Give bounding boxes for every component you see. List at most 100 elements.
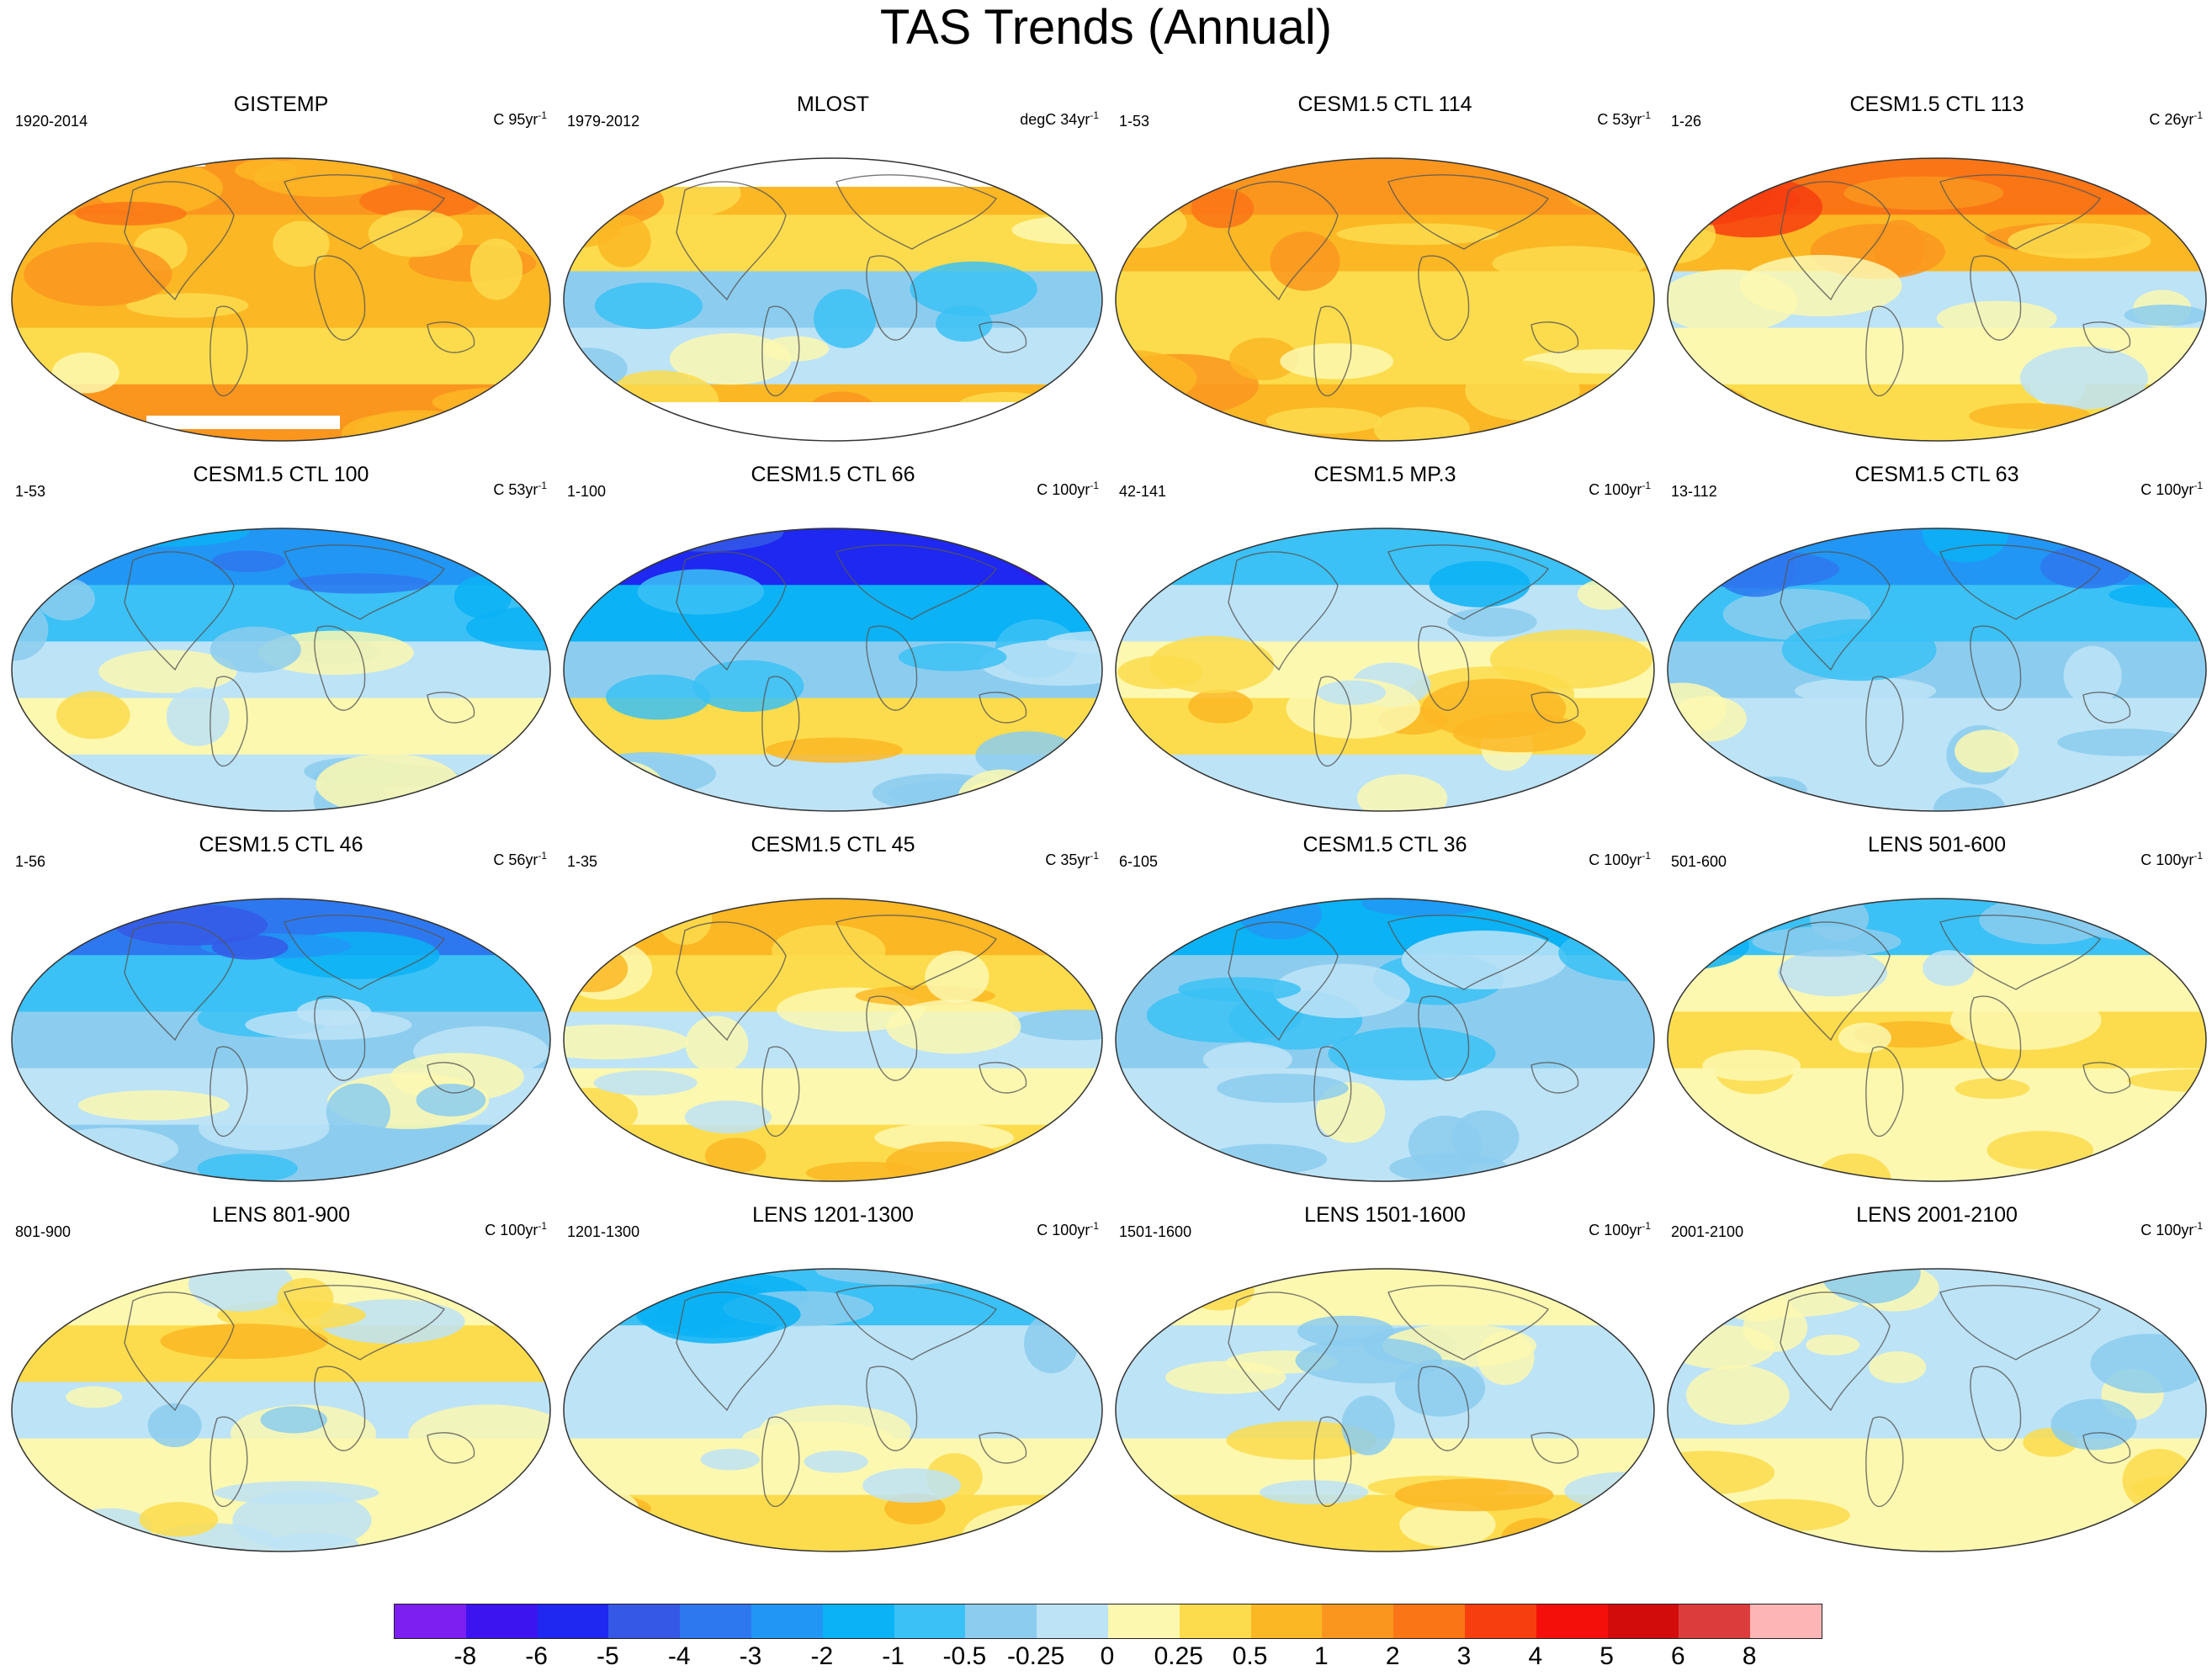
map-outline <box>1115 1268 1655 1552</box>
panel-units: C 53yr-1 <box>493 480 547 499</box>
coastline <box>979 321 1027 353</box>
trend-anomaly <box>1165 1360 1286 1394</box>
trend-anomaly <box>139 1502 219 1537</box>
coastline <box>676 921 787 1042</box>
coastline <box>1228 1291 1339 1412</box>
trend-anomaly <box>1229 337 1298 380</box>
trend-anomaly <box>1149 635 1275 693</box>
trend-anomaly <box>1259 1480 1369 1504</box>
trend-anomaly <box>126 293 249 318</box>
coastline <box>284 915 446 990</box>
panel-units-exponent: -1 <box>1642 850 1651 862</box>
coastline <box>1530 692 1579 724</box>
map-plot <box>1667 157 2207 442</box>
panel-units-text: C 53yr <box>493 481 538 498</box>
map-outline <box>1667 1268 2207 1552</box>
trend-anomaly <box>1781 618 1937 682</box>
map-outline <box>1667 157 2207 442</box>
map-plot <box>1115 528 1655 812</box>
colorbar-tick-label: -4 <box>667 1642 691 1670</box>
coastline <box>1530 1432 1579 1464</box>
coastline <box>314 1366 366 1451</box>
panel-period: 1-53 <box>1119 113 1150 130</box>
trend-anomaly <box>862 1467 961 1504</box>
panel-units-exponent: -1 <box>1642 480 1651 491</box>
trend-anomaly <box>1361 899 1485 917</box>
map-outline <box>563 1268 1103 1552</box>
trend-anomaly <box>1226 1420 1378 1461</box>
trend-anomaly <box>210 626 301 673</box>
trend-anomaly <box>581 751 717 796</box>
coastline <box>1939 915 2102 990</box>
colorbar-tick-label: 2 <box>1385 1642 1400 1670</box>
trend-anomaly <box>245 1010 412 1040</box>
colorbar-tick-label: 1 <box>1314 1642 1329 1670</box>
coastline <box>124 1291 235 1412</box>
panel-units: C 100yr-1 <box>2140 480 2203 499</box>
colorbar-tick-label: 3 <box>1456 1642 1472 1670</box>
trend-anomaly <box>1668 180 1801 219</box>
panel-title: CESM1.5 CTL 45 <box>751 833 915 857</box>
trend-anomaly <box>1280 343 1394 379</box>
trend-anomaly <box>761 336 830 362</box>
trend-anomaly <box>1838 1022 1891 1053</box>
trend-anomaly <box>1217 1074 1349 1103</box>
coastline <box>1418 995 1470 1081</box>
colorbar-box <box>1322 1604 1394 1638</box>
trend-anomaly <box>1146 988 1303 1043</box>
panel-units-text: C 100yr <box>485 1222 538 1238</box>
trend-anomaly <box>235 159 297 182</box>
colorbar <box>394 1604 1822 1639</box>
trend-anomaly <box>1556 403 1654 441</box>
map-panel: CESM1.5 CTL 45 1-35 C 35yr-1 <box>559 830 1107 1200</box>
coastline <box>1313 676 1352 767</box>
trend-anomaly <box>814 289 877 348</box>
coastline <box>210 305 248 397</box>
coastline <box>1228 921 1339 1042</box>
trend-anomaly <box>198 1106 330 1151</box>
coastline <box>979 1062 1027 1094</box>
coastline <box>1228 551 1339 671</box>
panel-units-exponent: -1 <box>1642 109 1651 121</box>
colorbar-box <box>680 1604 751 1638</box>
trend-anomaly <box>289 573 431 594</box>
trend-anomaly <box>886 1000 1021 1054</box>
coastline <box>124 921 235 1042</box>
panel-units-text: C 26yr <box>2149 111 2194 128</box>
trend-anomaly <box>368 210 464 257</box>
trend-anomaly <box>968 778 1089 801</box>
map-plot <box>1115 1268 1655 1552</box>
trend-anomaly <box>1341 1395 1395 1456</box>
trend-anomaly <box>1843 176 2004 210</box>
panel-period: 1-35 <box>567 853 598 870</box>
colorbar-box <box>1536 1604 1608 1638</box>
trend-anomaly <box>1465 360 1580 421</box>
panel-period: 801-900 <box>15 1223 72 1240</box>
colorbar-box <box>1107 1604 1180 1638</box>
trend-anomaly <box>1401 931 1567 989</box>
trend-anomaly <box>704 1138 767 1174</box>
panel-units-text: C 53yr <box>1597 111 1642 128</box>
panel-units-exponent: -1 <box>538 850 547 862</box>
coastline <box>676 181 787 301</box>
trend-anomaly <box>260 1406 327 1434</box>
panel-title: GISTEMP <box>233 93 329 116</box>
coastline <box>866 255 918 341</box>
trend-anomaly <box>1668 903 1759 945</box>
panel-period: 1501-1600 <box>1119 1223 1192 1240</box>
coastline <box>676 1291 787 1412</box>
coastline <box>1780 551 1891 671</box>
trend-anomaly <box>621 158 679 176</box>
trend-anomaly <box>1408 1115 1483 1175</box>
coastline <box>2082 692 2131 724</box>
map-plot <box>563 898 1103 1182</box>
panel-units-text: C 56yr <box>493 851 538 868</box>
trend-band <box>12 754 550 811</box>
panel-units: C 26yr-1 <box>2149 109 2203 129</box>
trend-anomaly <box>147 1403 202 1447</box>
panel-period: 1-53 <box>15 483 46 500</box>
panel-units: C 100yr-1 <box>1589 850 1651 869</box>
trend-anomaly <box>1130 782 1255 811</box>
colorbar-tick-label: -0.5 <box>942 1642 987 1670</box>
trend-anomaly <box>910 261 1037 316</box>
